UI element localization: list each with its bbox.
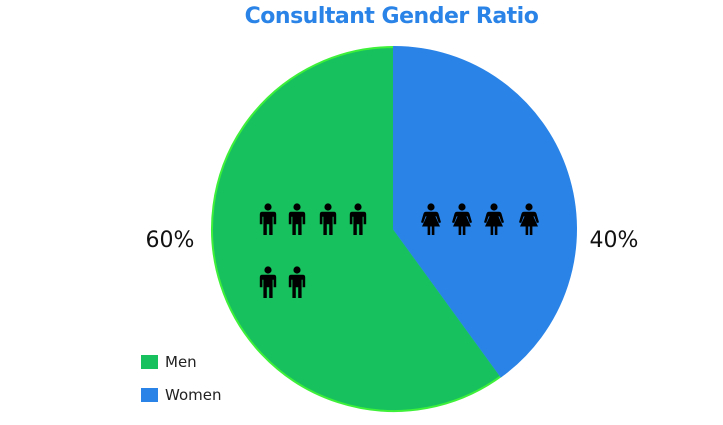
legend-label-men: Men	[165, 353, 197, 371]
data-label-women: 40%	[590, 228, 639, 253]
legend-swatch-men	[141, 355, 158, 369]
legend-label-women: Women	[165, 386, 222, 404]
legend-item-women: Women	[141, 386, 221, 404]
chart-legend: Men Women	[141, 353, 221, 419]
chart-title: Consultant Gender Ratio	[244, 4, 539, 29]
pie-slice-women	[393, 45, 577, 378]
data-label-men: 60%	[146, 228, 195, 253]
legend-swatch-women	[141, 388, 158, 402]
legend-item-men: Men	[141, 353, 221, 371]
